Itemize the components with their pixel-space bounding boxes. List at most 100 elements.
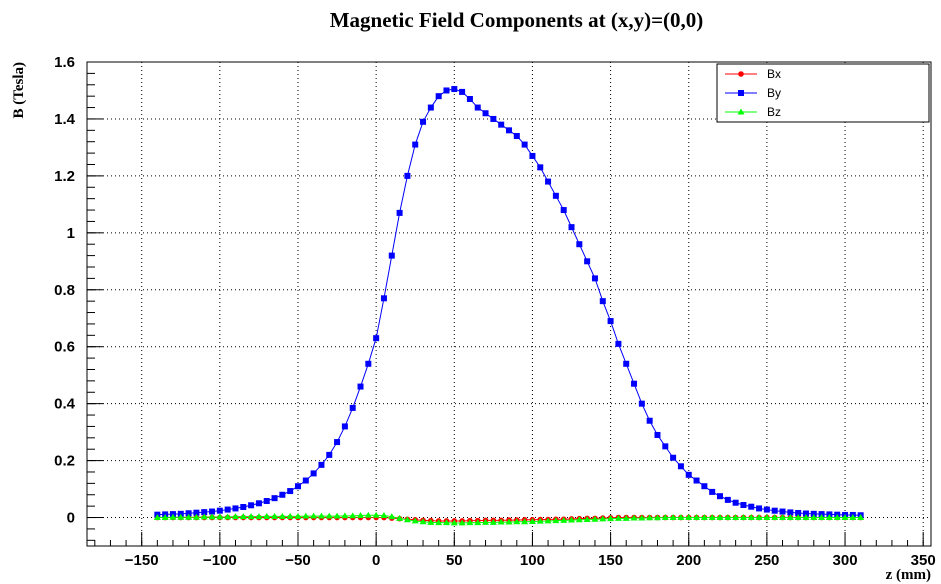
data-point-By	[248, 502, 255, 509]
data-point-By	[435, 93, 442, 100]
data-point-By	[654, 431, 661, 438]
data-point-Bz	[364, 511, 372, 518]
data-point-By	[459, 88, 466, 95]
x-tick-label: 300	[833, 552, 858, 569]
data-point-Bz	[192, 513, 200, 520]
data-point-By	[404, 172, 411, 179]
data-point-Bz	[247, 513, 255, 520]
data-point-Bz	[380, 512, 388, 518]
data-point-Bz	[177, 513, 185, 520]
data-point-Bz	[818, 514, 826, 520]
data-point-Bz	[575, 516, 583, 523]
data-point-By	[224, 506, 231, 513]
data-point-Bz	[737, 108, 745, 115]
x-tick-label: 100	[520, 552, 545, 569]
series-By	[154, 86, 864, 519]
data-point-By	[748, 503, 755, 510]
data-point-By	[717, 493, 723, 500]
data-point-By	[810, 510, 817, 517]
data-point-Bz	[341, 512, 349, 519]
data-point-By	[670, 454, 677, 461]
data-point-Bz	[239, 513, 247, 520]
data-point-By	[740, 502, 747, 509]
data-point-Bz	[153, 514, 161, 520]
series-layer	[153, 86, 865, 526]
data-point-Bz	[708, 514, 716, 520]
data-point-By	[591, 275, 598, 282]
data-point-Bz	[786, 514, 794, 520]
data-point-Bz	[302, 512, 310, 519]
data-point-Bz	[552, 517, 560, 524]
data-point-By	[724, 496, 731, 503]
data-point-By	[318, 461, 325, 468]
data-point-Bz	[278, 512, 286, 519]
data-point-By	[779, 508, 786, 515]
legend-item-By: By	[725, 86, 781, 100]
data-point-By	[560, 207, 567, 214]
data-point-By	[310, 470, 317, 477]
x-tick-label: 250	[754, 552, 779, 569]
data-point-Bz	[591, 515, 599, 522]
data-point-Bz	[427, 518, 435, 525]
data-point-Bz	[693, 514, 701, 520]
data-point-By	[263, 498, 270, 505]
data-point-By	[232, 505, 239, 512]
data-point-Bz	[317, 512, 325, 519]
data-point-By	[693, 477, 700, 484]
data-point-By	[584, 258, 591, 265]
data-point-Bz	[372, 511, 380, 518]
data-point-By	[216, 507, 223, 514]
data-point-Bz	[802, 514, 810, 520]
data-point-By	[568, 224, 575, 231]
data-point-By	[599, 298, 606, 305]
data-point-By	[279, 491, 286, 498]
x-tick-label: 50	[446, 552, 463, 569]
data-point-Bz	[536, 517, 544, 524]
data-point-By	[545, 178, 552, 185]
data-point-Bz	[497, 518, 505, 525]
data-point-By	[412, 141, 419, 148]
data-point-Bz	[857, 514, 865, 520]
data-point-By	[474, 104, 481, 111]
data-point-Bz	[271, 512, 279, 519]
data-point-Bz	[333, 512, 341, 519]
data-point-Bz	[263, 512, 271, 519]
data-point-By	[466, 96, 473, 103]
data-point-By	[209, 508, 216, 515]
data-point-By	[738, 90, 744, 96]
data-point-Bz	[677, 514, 685, 520]
data-point-By	[521, 141, 528, 148]
data-point-Bz	[646, 514, 654, 521]
data-point-By	[380, 295, 387, 302]
legend-item-Bx: Bx	[725, 67, 781, 81]
data-point-By	[677, 463, 684, 470]
legend-label-Bx: Bx	[767, 67, 781, 81]
data-point-Bz	[724, 514, 732, 520]
data-point-Bz	[833, 514, 841, 520]
data-point-Bz	[732, 514, 740, 520]
y-tick-label: 1.6	[54, 54, 75, 71]
x-tick-label: −100	[203, 552, 237, 569]
data-point-By	[709, 488, 716, 495]
x-tick-label: 200	[676, 552, 701, 569]
data-point-By	[513, 133, 520, 140]
data-point-By	[341, 423, 348, 430]
data-point-By	[787, 509, 794, 516]
legend-label-By: By	[767, 86, 781, 100]
data-point-By	[271, 495, 278, 502]
data-point-Bz	[771, 514, 779, 520]
data-point-By	[396, 209, 403, 216]
x-tick-label: −150	[125, 552, 159, 569]
data-point-By	[537, 164, 544, 171]
data-point-By	[529, 152, 536, 159]
data-point-By	[388, 252, 395, 259]
data-point-Bz	[310, 512, 318, 519]
data-point-Bz	[388, 513, 396, 520]
data-point-By	[365, 360, 372, 367]
data-point-Bz	[489, 518, 497, 525]
y-tick-label: 1.4	[54, 111, 76, 128]
data-point-Bz	[208, 513, 216, 520]
data-point-By	[552, 192, 559, 199]
data-point-Bz	[161, 514, 169, 520]
